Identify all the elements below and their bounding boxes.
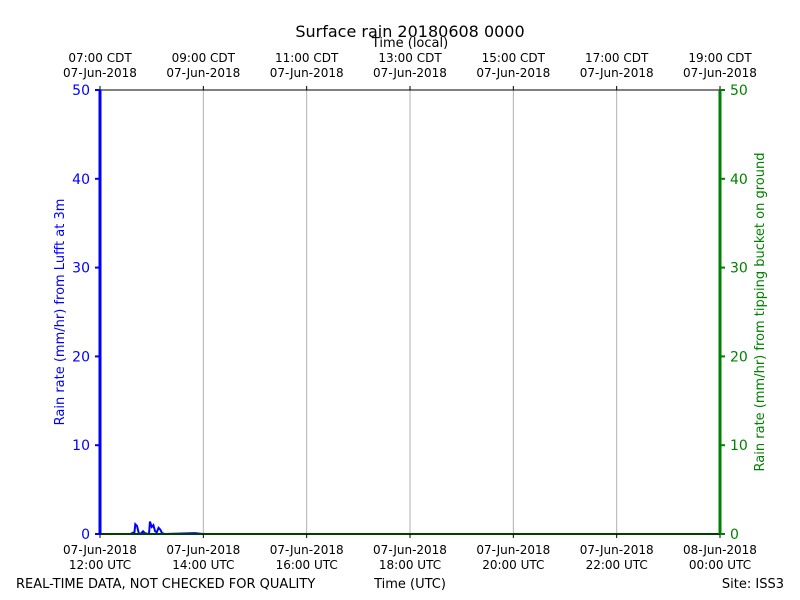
top-axis-label: Time (local) xyxy=(371,36,448,51)
right-y-tick-label: 20 xyxy=(730,349,748,365)
top-tick-label-time: 17:00 CDT xyxy=(585,51,649,65)
x-tick-label-time: 18:00 UTC xyxy=(379,558,441,572)
top-tick-label-date: 07-Jun-2018 xyxy=(580,66,654,80)
top-tick-label-date: 07-Jun-2018 xyxy=(373,66,447,80)
x-tick-label-date: 07-Jun-2018 xyxy=(270,543,344,557)
x-tick-label-date: 08-Jun-2018 xyxy=(683,543,757,557)
right-y-tick-label: 40 xyxy=(730,172,748,188)
top-tick-label-time: 09:00 CDT xyxy=(172,51,236,65)
top-tick-label-date: 07-Jun-2018 xyxy=(476,66,550,80)
x-tick-label-date: 07-Jun-2018 xyxy=(580,543,654,557)
grid-lines xyxy=(202,90,618,534)
left-y-tick-label: 10 xyxy=(72,438,90,454)
x-tick-label-time: 12:00 UTC xyxy=(69,558,131,572)
top-tick-label-time: 19:00 CDT xyxy=(688,51,752,65)
top-tick-label-date: 07-Jun-2018 xyxy=(166,66,240,80)
left-y-tick-label: 20 xyxy=(72,349,90,365)
top-tick-label-time: 07:00 CDT xyxy=(68,51,132,65)
x-tick-label-date: 07-Jun-2018 xyxy=(166,543,240,557)
quality-note: REAL-TIME DATA, NOT CHECKED FOR QUALITY xyxy=(16,577,315,592)
x-tick-label-time: 22:00 UTC xyxy=(586,558,648,572)
left-y-tick-label: 40 xyxy=(72,172,90,188)
top-tick-label-date: 07-Jun-2018 xyxy=(270,66,344,80)
left-y-tick-label: 0 xyxy=(81,527,90,543)
right-y-axis-label: Rain rate (mm/hr) from tipping bucket on… xyxy=(753,153,768,472)
x-tick-label-time: 20:00 UTC xyxy=(482,558,544,572)
x-tick-label-date: 07-Jun-2018 xyxy=(476,543,550,557)
top-tick-label-time: 15:00 CDT xyxy=(482,51,546,65)
x-tick-label-time: 16:00 UTC xyxy=(276,558,338,572)
x-tick-label-time: 00:00 UTC xyxy=(689,558,751,572)
right-y-tick-label: 30 xyxy=(730,261,748,277)
left-y-tick-label: 30 xyxy=(72,261,90,277)
x-axis-label: Time (UTC) xyxy=(373,577,446,592)
top-tick-label-date: 07-Jun-2018 xyxy=(63,66,137,80)
right-y-tick-label: 0 xyxy=(730,527,739,543)
left-y-tick-label: 50 xyxy=(72,83,90,99)
top-tick-label-time: 13:00 CDT xyxy=(378,51,442,65)
chart-title: Surface rain 20180608 0000 xyxy=(295,22,524,41)
site-label: Site: ISS3 xyxy=(722,577,784,592)
top-tick-label-date: 07-Jun-2018 xyxy=(683,66,757,80)
left-y-axis-label: Rain rate (mm/hr) from Lufft at 3m xyxy=(53,199,68,426)
top-tick-label-time: 11:00 CDT xyxy=(275,51,339,65)
x-tick-label-date: 07-Jun-2018 xyxy=(63,543,137,557)
right-y-tick-label: 10 xyxy=(730,438,748,454)
x-tick-label-time: 14:00 UTC xyxy=(172,558,234,572)
right-y-tick-label: 50 xyxy=(730,83,748,99)
x-tick-label-date: 07-Jun-2018 xyxy=(373,543,447,557)
